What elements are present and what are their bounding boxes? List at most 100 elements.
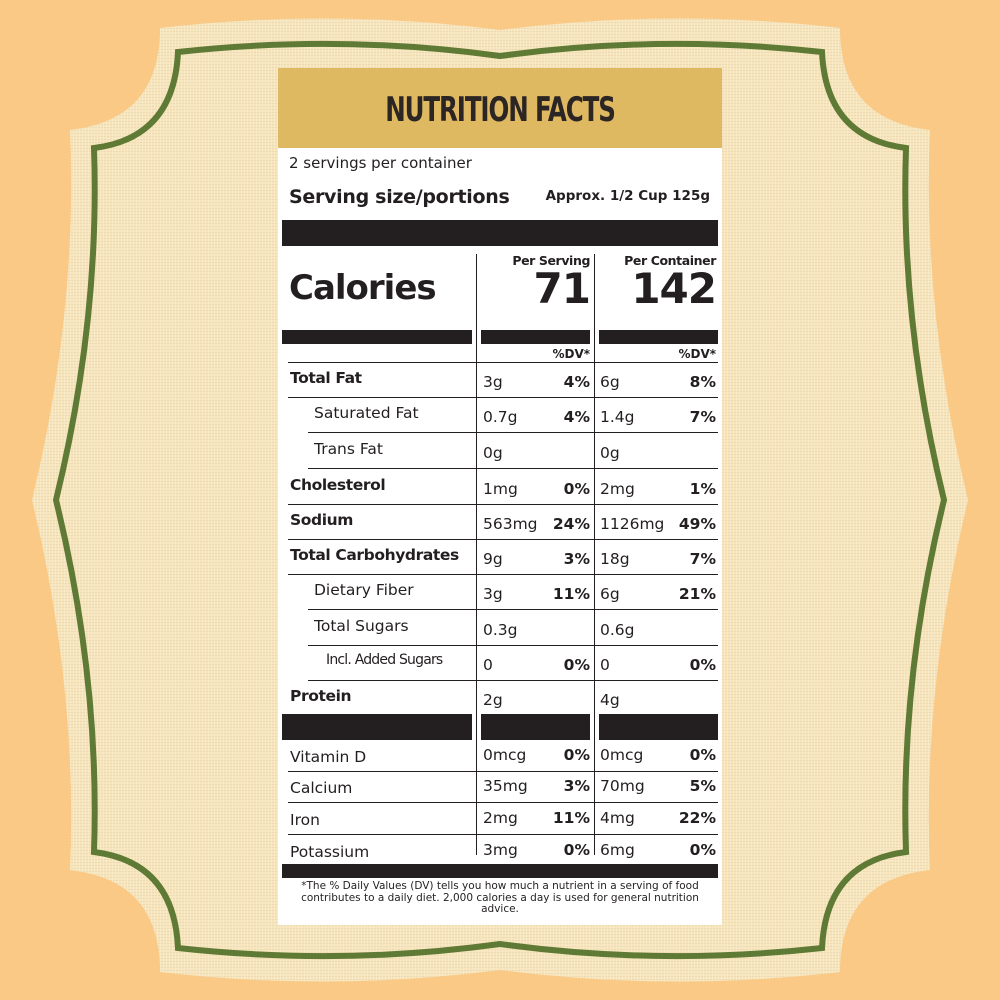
nutrient-row: Saturated Fat 0.7g 4% 1.4g 7% (278, 398, 722, 433)
container-amount: 6mg (600, 841, 635, 859)
container-dv: 0% (689, 746, 716, 764)
row-rule (308, 645, 718, 646)
nutrient-name: Potassium (290, 843, 370, 861)
label-header: NUTRITION FACTS (278, 68, 722, 148)
serving-amount: 3mg (483, 841, 518, 859)
nutrient-row: Trans Fat 0g 0g (278, 434, 722, 469)
nutrient-name: Iron (290, 811, 320, 829)
per-container-calories: 142 (631, 264, 717, 313)
serving-dv: 11% (552, 809, 590, 827)
serving-dv: 0% (563, 656, 590, 674)
thick-rule-bottom (282, 864, 718, 878)
container-dv: 0% (689, 841, 716, 859)
serving-amount: 1mg (483, 480, 518, 498)
label-title: NUTRITION FACTS (385, 90, 616, 130)
nutrient-row: Total Sugars 0.3g 0.6g (278, 611, 722, 646)
container-amount: 1.4g (600, 408, 635, 426)
row-rule (288, 771, 718, 772)
container-dv: 21% (678, 585, 716, 603)
serving-dv: 24% (552, 515, 590, 533)
serving-dv: 0% (563, 480, 590, 498)
serving-amount: 0.7g (483, 408, 518, 426)
container-dv: 1% (689, 480, 716, 498)
nutrient-row: Total Carbohydrates 9g 3% 18g 7% (278, 540, 722, 575)
serving-amount: 3g (483, 373, 503, 391)
nutrient-name: Trans Fat (314, 440, 383, 458)
row-rule (308, 680, 718, 681)
vitamin-rule-left (282, 714, 472, 740)
column-divider-2 (594, 254, 595, 855)
nutrient-name: Total Carbohydrates (290, 546, 459, 564)
nutrient-row: Protein 2g 4g (278, 681, 722, 716)
serving-size-value: Approx. 1/2 Cup 125g (545, 188, 710, 204)
serving-amount: 563mg (483, 515, 538, 533)
per-container-label: Per Container (624, 253, 716, 268)
calories-rule-right (599, 330, 718, 344)
row-rule (308, 609, 718, 610)
nutrient-row: Total Fat 3g 4% 6g 8% (278, 363, 722, 398)
container-amount: 0.6g (600, 621, 635, 639)
dv-header-serving: %DV* (552, 347, 590, 361)
row-rule (288, 834, 718, 835)
nutrient-name: Sodium (290, 511, 354, 529)
vitamin-rule-right (599, 714, 718, 740)
nutrient-name: Total Fat (290, 369, 362, 387)
container-dv: 7% (689, 408, 716, 426)
container-amount: 6g (600, 373, 620, 391)
calories-rule-left (282, 330, 472, 344)
container-dv: 8% (689, 373, 716, 391)
row-rule (288, 539, 718, 540)
vitamin-row: Potassium 3mg 0% 6mg 0% (278, 835, 722, 867)
row-rule (308, 432, 718, 433)
container-dv: 49% (678, 515, 716, 533)
serving-dv: 11% (552, 585, 590, 603)
row-rule (288, 397, 718, 398)
nutrient-name: Cholesterol (290, 476, 386, 494)
row-rule (288, 504, 718, 505)
calories-rule-mid (481, 330, 590, 344)
calories-label: Calories (289, 268, 437, 308)
nutrient-name: Vitamin D (290, 748, 367, 766)
serving-dv: 4% (563, 373, 590, 391)
nutrient-row: Sodium 563mg 24% 1126mg 49% (278, 505, 722, 540)
per-serving-label: Per Serving (512, 253, 590, 268)
footnote: *The % Daily Values (DV) tells you how m… (301, 880, 699, 915)
container-dv: 7% (689, 550, 716, 568)
serving-dv: 0% (563, 746, 590, 764)
nutrient-name: Dietary Fiber (314, 581, 414, 599)
row-rule (288, 802, 718, 803)
dv-header-container: %DV* (678, 347, 716, 361)
container-amount: 0g (600, 444, 620, 462)
per-serving-calories: 71 (533, 264, 591, 313)
container-amount: 0mcg (600, 746, 644, 764)
nutrient-name: Calcium (290, 779, 353, 797)
frame-border (52, 40, 948, 960)
servings-per-container: 2 servings per container (289, 154, 472, 172)
nutrient-name: Protein (290, 687, 352, 705)
row-rule (308, 468, 718, 469)
serving-dv: 3% (563, 777, 590, 795)
container-amount: 4mg (600, 809, 635, 827)
serving-amount: 2g (483, 691, 503, 709)
nutrient-row: Cholesterol 1mg 0% 2mg 1% (278, 470, 722, 505)
serving-dv: 4% (563, 408, 590, 426)
container-amount: 6g (600, 585, 620, 603)
nutrient-name: Total Sugars (314, 617, 409, 635)
vitamin-rule-mid (481, 714, 590, 740)
serving-dv: 0% (563, 841, 590, 859)
serving-size-label: Serving size/portions (289, 186, 510, 208)
container-amount: 18g (600, 550, 630, 568)
container-amount: 4g (600, 691, 620, 709)
container-amount: 0 (600, 656, 610, 674)
serving-amount: 0mcg (483, 746, 527, 764)
vitamin-row: Calcium 35mg 3% 70mg 5% (278, 771, 722, 803)
container-amount: 2mg (600, 480, 635, 498)
vitamin-row: Iron 2mg 11% 4mg 22% (278, 803, 722, 835)
container-amount: 70mg (600, 777, 645, 795)
serving-amount: 35mg (483, 777, 528, 795)
nutrient-row: Dietary Fiber 3g 11% 6g 21% (278, 575, 722, 610)
nutrient-name: Saturated Fat (314, 404, 419, 422)
serving-amount: 0 (483, 656, 493, 674)
serving-amount: 3g (483, 585, 503, 603)
vitamin-row: Vitamin D 0mcg 0% 0mcg 0% (278, 740, 722, 772)
